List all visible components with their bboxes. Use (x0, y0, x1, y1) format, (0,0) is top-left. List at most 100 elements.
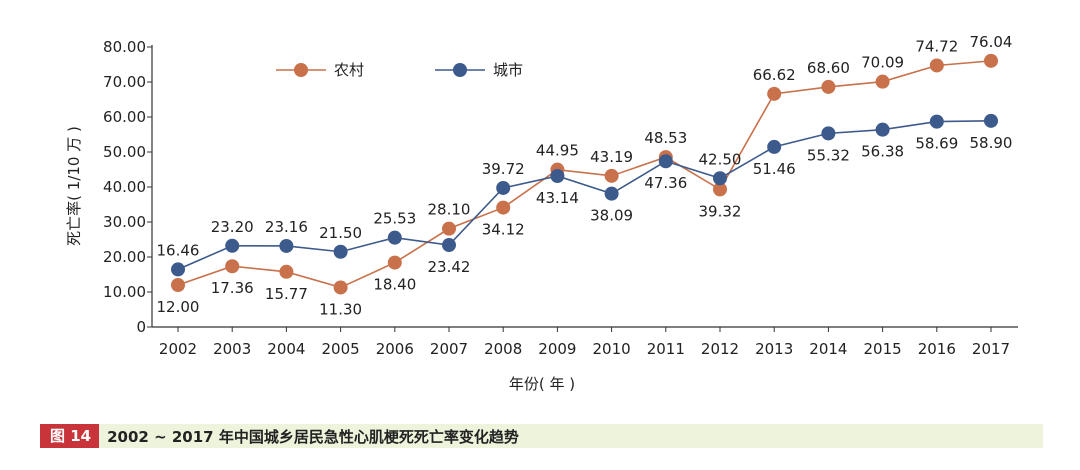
rural-data-point (713, 182, 727, 197)
x-tick-label: 2016 (918, 340, 956, 358)
rural-data-point (875, 74, 890, 89)
urban-data-label: 58.69 (915, 135, 958, 153)
rural-data-point (171, 278, 185, 292)
urban-data-label: 21.50 (319, 224, 362, 242)
x-tick-label: 2011 (647, 340, 685, 358)
x-tick-label: 2015 (864, 340, 902, 358)
x-tick-label: 2007 (430, 340, 468, 358)
rural-data-label: 15.77 (265, 285, 308, 303)
urban-data-label: 47.36 (644, 174, 687, 192)
legend-rural-label: 农村 (334, 61, 364, 79)
x-tick-label: 2010 (593, 340, 631, 358)
urban-data-label: 23.16 (265, 218, 308, 236)
urban-data-point (821, 126, 836, 141)
rural-data-point (387, 255, 402, 270)
x-tick-label: 2017 (972, 340, 1010, 358)
rural-data-point (929, 58, 944, 73)
rural-data-label: 66.62 (753, 66, 796, 84)
rural-data-label: 76.04 (970, 33, 1013, 51)
x-tick-label: 2003 (213, 340, 251, 358)
x-tick-label: 2005 (322, 340, 360, 358)
urban-data-point (658, 154, 673, 169)
rural-data-label: 17.36 (211, 279, 254, 297)
urban-data-point (387, 230, 402, 245)
rural-data-point (984, 53, 998, 68)
line-chart: 0 10.00 20.00 30.00 40.00 50.00 60.00 70.00 80.0… (65, 33, 1018, 393)
urban-data-point (767, 139, 782, 154)
x-tick-label: 2006 (376, 340, 414, 358)
urban-data-label: 43.14 (536, 189, 579, 207)
rural-data-label: 18.40 (373, 276, 416, 294)
urban-data-label: 16.46 (157, 241, 200, 259)
rural-data-label: 11.30 (319, 300, 362, 318)
rural-series-line (177, 60, 992, 289)
legend-urban-label: 城市 (493, 61, 523, 79)
y-tick-label: 20.00 (103, 248, 146, 266)
urban-data-point (225, 238, 240, 253)
chart-series (171, 53, 998, 295)
rural-data-point (442, 221, 456, 236)
y-tick-label: 70.00 (103, 73, 146, 91)
rural-data-point (496, 200, 511, 215)
y-tick-label: 40.00 (103, 178, 146, 196)
rural-data-label: 74.72 (915, 37, 958, 55)
urban-data-point (442, 238, 456, 253)
y-tick-label: 0 (136, 318, 146, 336)
urban-series-line (177, 120, 992, 271)
legend-urban-marker (453, 63, 467, 77)
urban-data-label: 38.09 (590, 207, 633, 225)
rural-data-point (604, 168, 619, 183)
rural-data-point (333, 280, 348, 295)
rural-data-point (279, 264, 294, 279)
urban-data-point (713, 171, 727, 186)
rural-data-label: 70.09 (861, 54, 904, 72)
urban-data-point (333, 244, 348, 259)
rural-data-label: 39.32 (699, 202, 742, 220)
rural-data-point (225, 259, 240, 274)
y-tick-label: 30.00 (103, 213, 146, 231)
rural-data-label: 48.53 (644, 129, 687, 147)
x-tick-label: 2014 (809, 340, 847, 358)
y-tick-label: 80.00 (103, 38, 146, 56)
rural-data-label: 28.10 (428, 201, 471, 219)
chart-axes: 0 10.00 20.00 30.00 40.00 50.00 60.00 70.00 80.0… (103, 38, 1018, 358)
urban-data-label: 56.38 (861, 143, 904, 161)
urban-data-label: 51.46 (753, 160, 796, 178)
urban-data-label: 55.32 (807, 146, 850, 164)
rural-data-label: 44.95 (536, 142, 579, 160)
figure-number-badge: 图 14 (40, 424, 100, 448)
urban-data-point (604, 186, 619, 201)
urban-data-label: 58.90 (970, 134, 1013, 152)
urban-data-label: 23.42 (428, 258, 471, 276)
urban-data-point (875, 122, 890, 137)
rural-data-label: 34.12 (482, 221, 525, 239)
x-tick-label: 2004 (267, 340, 305, 358)
urban-data-label: 42.50 (699, 150, 742, 168)
urban-data-point (929, 114, 944, 129)
x-tick-label: 2008 (484, 340, 522, 358)
x-tick-label: 2013 (755, 340, 793, 358)
figure-caption: 图 14 2002 ~ 2017 年中国城乡居民急性心肌梗死死亡率变化趋势 (40, 424, 1043, 448)
rural-data-point (821, 79, 836, 94)
x-axis-title: 年份( 年 ) (509, 375, 575, 393)
x-tick-label: 2002 (159, 340, 197, 358)
urban-data-point (550, 169, 565, 184)
urban-data-point (496, 180, 511, 195)
x-tick-label: 2012 (701, 340, 739, 358)
urban-data-point (984, 113, 998, 128)
urban-data-point (171, 262, 185, 277)
rural-data-label: 43.19 (590, 148, 633, 166)
y-tick-label: 60.00 (103, 108, 146, 126)
urban-data-point (279, 238, 294, 253)
rural-data-label: 12.00 (157, 298, 200, 316)
x-tick-label: 2009 (538, 340, 576, 358)
y-tick-label: 10.00 (103, 283, 146, 301)
y-tick-label: 50.00 (103, 143, 146, 161)
urban-data-label: 25.53 (373, 210, 416, 228)
chart-legend: 农村 城市 (276, 61, 523, 79)
rural-data-point (767, 86, 782, 101)
chart-data-labels: 12.00 17.36 15.77 11.30 18.40 28.10 34.12 44.95… (157, 33, 1013, 319)
figure-caption-text: 2002 ~ 2017 年中国城乡居民急性心肌梗死死亡率变化趋势 (107, 427, 519, 446)
y-axis-title: 死亡率( 1/10 万 ) (65, 126, 83, 246)
urban-data-label: 23.20 (211, 218, 254, 236)
